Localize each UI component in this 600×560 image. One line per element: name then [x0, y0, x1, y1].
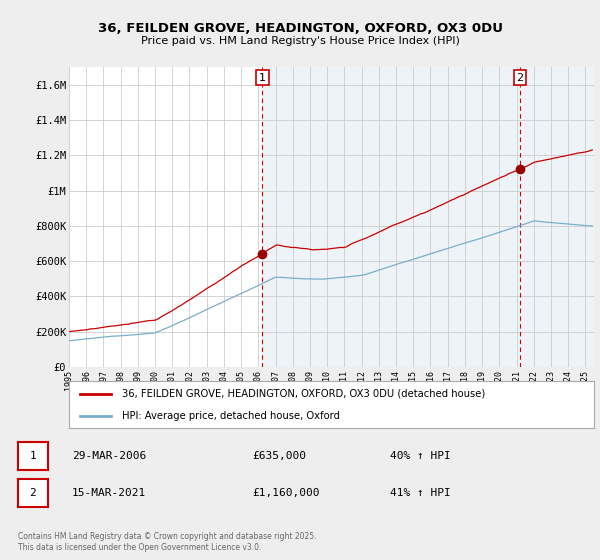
Text: 29-MAR-2006: 29-MAR-2006 [72, 451, 146, 461]
Text: 1: 1 [259, 73, 266, 83]
Text: 36, FEILDEN GROVE, HEADINGTON, OXFORD, OX3 0DU: 36, FEILDEN GROVE, HEADINGTON, OXFORD, O… [97, 22, 503, 35]
Text: 41% ↑ HPI: 41% ↑ HPI [390, 488, 451, 498]
Text: 15-MAR-2021: 15-MAR-2021 [72, 488, 146, 498]
Text: 36, FEILDEN GROVE, HEADINGTON, OXFORD, OX3 0DU (detached house): 36, FEILDEN GROVE, HEADINGTON, OXFORD, O… [121, 389, 485, 399]
Text: Contains HM Land Registry data © Crown copyright and database right 2025.
This d: Contains HM Land Registry data © Crown c… [18, 532, 317, 552]
Text: 2: 2 [29, 488, 37, 498]
Text: 1: 1 [29, 451, 37, 461]
Bar [262, 67, 594, 367]
Text: 40% ↑ HPI: 40% ↑ HPI [390, 451, 451, 461]
Text: Price paid vs. HM Land Registry's House Price Index (HPI): Price paid vs. HM Land Registry's House … [140, 36, 460, 46]
Text: £635,000: £635,000 [252, 451, 306, 461]
Text: £1,160,000: £1,160,000 [252, 488, 320, 498]
Text: 2: 2 [517, 73, 524, 83]
Text: HPI: Average price, detached house, Oxford: HPI: Average price, detached house, Oxfo… [121, 410, 340, 421]
